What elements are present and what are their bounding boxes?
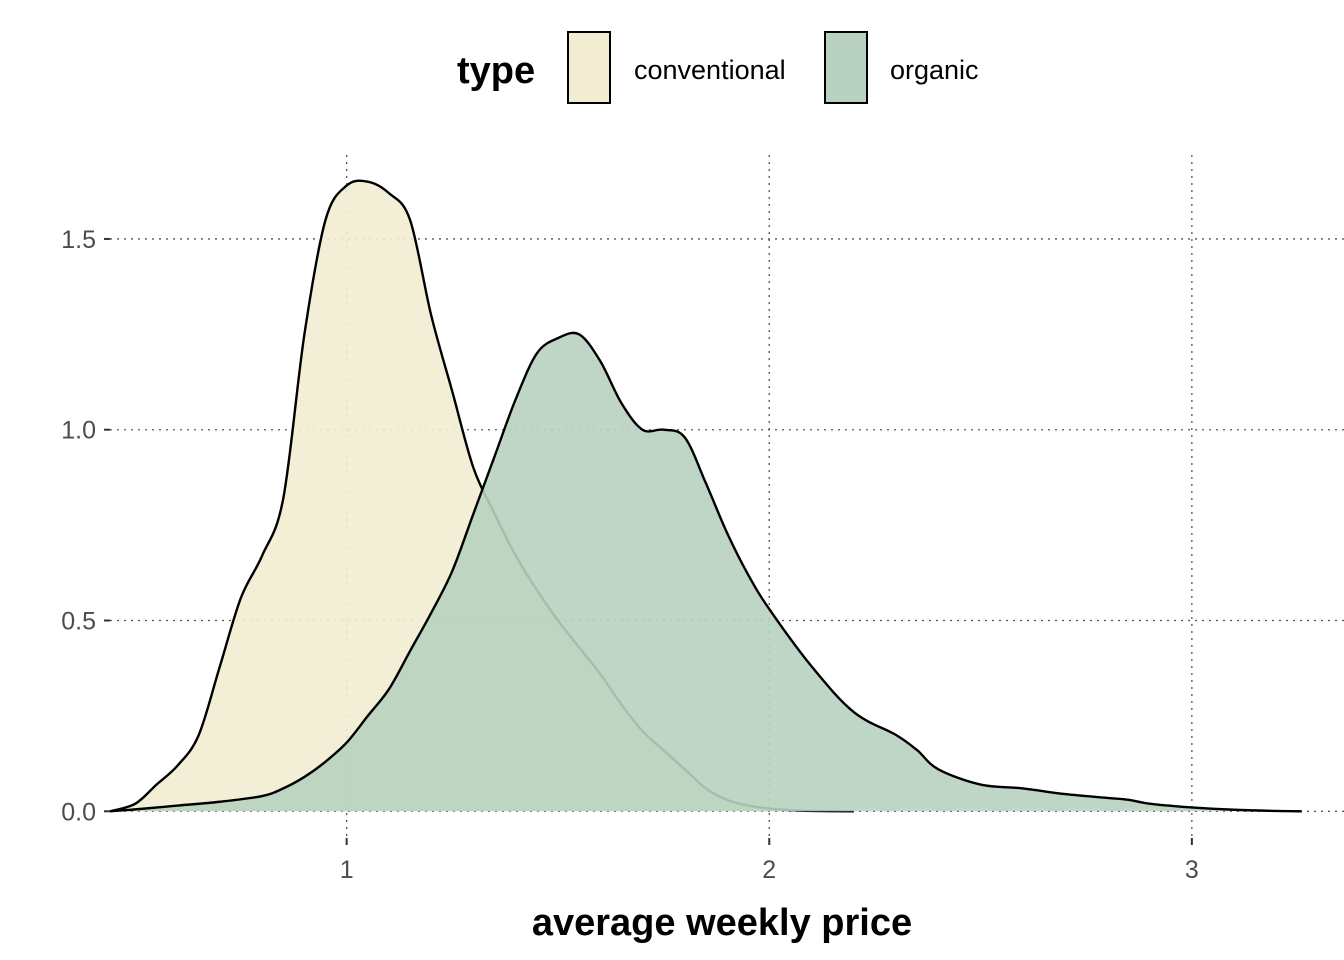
y-tick-label: 1.5	[61, 226, 96, 254]
x-tick-label: 3	[1185, 856, 1199, 884]
legend-title: type	[457, 50, 535, 92]
legend-swatch-conventional	[567, 31, 611, 104]
legend-label-conventional: conventional	[634, 55, 786, 85]
legend-swatch-organic	[824, 31, 868, 104]
legend: type conventional organic	[457, 31, 979, 104]
axes: 0.0 0.5 1.0 1.5 1 2 3	[61, 226, 1199, 884]
x-tick-label: 1	[340, 856, 354, 884]
y-tick-label: 0.5	[61, 608, 96, 636]
density-areas	[109, 179, 1302, 813]
y-tick-label: 1.0	[61, 417, 96, 445]
legend-label-organic: organic	[890, 55, 979, 85]
x-tick-label: 2	[762, 856, 776, 884]
density-outline-organic	[109, 331, 1302, 813]
density-area-organic	[110, 332, 1302, 812]
y-tick-label: 0.0	[61, 798, 96, 826]
x-axis-title: average weekly price	[532, 902, 912, 944]
